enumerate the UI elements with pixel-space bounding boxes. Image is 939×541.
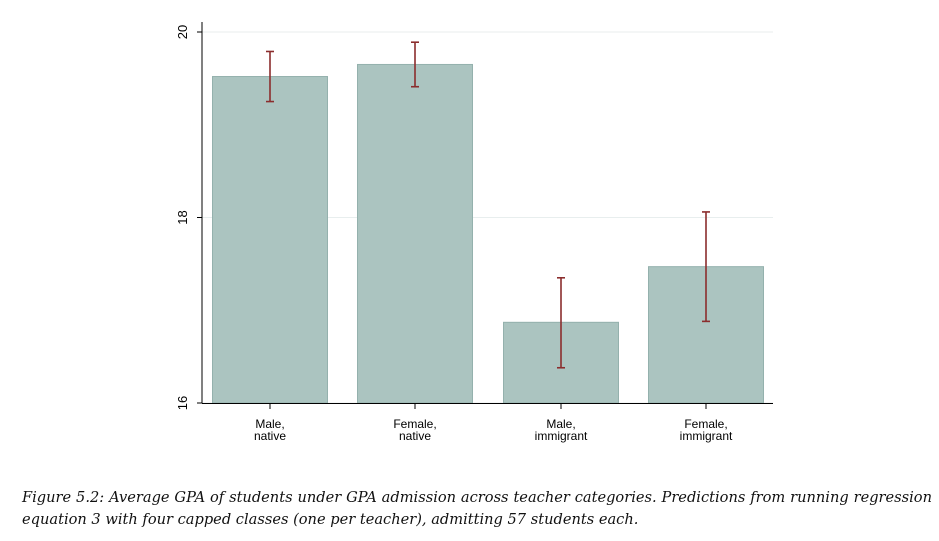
x-category-label-1: Male, native [254, 417, 286, 443]
error-bar-4 [702, 211, 710, 323]
bar-1 [212, 76, 328, 404]
x-category-label-2: Female, native [393, 417, 436, 443]
y-tick-label-16: 16 [175, 396, 190, 410]
x-category-label-1-line-2: native [254, 429, 286, 443]
x-category-label-4: Female, immigrant [680, 417, 733, 443]
x-category-label-3: Male, immigrant [535, 417, 588, 443]
x-category-label-2-line-1: Female, [393, 417, 436, 431]
figure-caption: Figure 5.2: Average GPA of students unde… [22, 487, 932, 531]
axes [197, 22, 773, 409]
error-bar-3 [557, 276, 565, 369]
figure-caption-text: Average GPA of students under GPA admiss… [22, 489, 932, 528]
x-category-label-4-line-2: immigrant [680, 429, 733, 443]
x-category-label-4-line-1: Female, [684, 417, 727, 431]
x-category-label-1-line-1: Male, [255, 417, 284, 431]
bars [212, 63, 764, 404]
x-category-label-2-line-2: native [399, 429, 431, 443]
error-bar-1 [266, 50, 274, 103]
y-tick-label-18: 18 [175, 210, 190, 224]
error-bars [266, 41, 710, 369]
error-bar-2 [411, 41, 419, 88]
bar-2 [357, 63, 473, 404]
x-category-label-3-line-1: Male, [546, 417, 575, 431]
y-tick-label-20: 20 [175, 25, 190, 39]
figure-caption-label: Figure 5.2: [22, 489, 105, 506]
y-tick-labels: 16 18 20 [175, 25, 190, 410]
x-category-label-3-line-2: immigrant [535, 429, 588, 443]
